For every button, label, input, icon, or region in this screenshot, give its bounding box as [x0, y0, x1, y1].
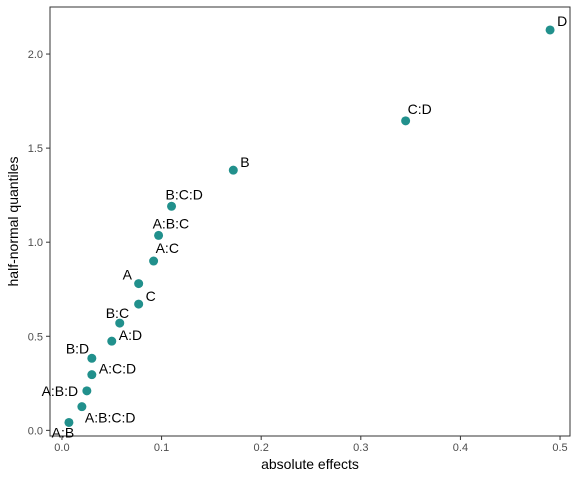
y-axis: 0.0 0.5 1.0 1.5 2.0	[28, 49, 50, 437]
data-point	[115, 318, 125, 328]
x-tick-label: 0.5	[552, 442, 567, 454]
data-point	[77, 402, 87, 412]
data-point	[228, 165, 238, 175]
y-tick-label: 0.0	[28, 425, 43, 437]
point-label: C:D	[408, 101, 432, 117]
point-label: A:C	[156, 240, 179, 256]
y-tick-label: 2.0	[28, 49, 43, 61]
point-label: B:C:D	[166, 186, 203, 202]
y-tick-label: 0.5	[28, 331, 43, 343]
data-point	[82, 386, 92, 396]
y-tick-label: 1.5	[28, 143, 43, 155]
data-point	[149, 256, 159, 266]
x-tick-label: 0.3	[353, 442, 368, 454]
point-label: A:C:D	[99, 361, 136, 377]
point-label: B:D	[66, 340, 89, 356]
data-point	[64, 417, 74, 427]
data-point	[154, 230, 164, 240]
x-tick-label: 0.4	[453, 442, 468, 454]
point-label: A:B	[52, 424, 75, 440]
x-tick-label: 0.1	[154, 442, 169, 454]
point-label: C	[146, 288, 156, 304]
point-label: A:B:D	[42, 383, 79, 399]
data-point	[134, 299, 144, 309]
x-tick-label: 0.2	[254, 442, 269, 454]
point-label: A:B:C:D	[85, 410, 136, 426]
point-label: A:D	[119, 327, 142, 343]
y-tick-label: 1.0	[28, 237, 43, 249]
point-label: D	[557, 13, 567, 29]
data-point	[545, 25, 555, 35]
data-point	[134, 279, 144, 289]
data-point	[401, 116, 411, 126]
y-axis-title: half-normal quantiles	[5, 157, 21, 287]
panel-border	[49, 6, 571, 437]
x-tick-label: 0.0	[54, 442, 69, 454]
point-label: A	[123, 267, 133, 283]
data-points	[64, 25, 555, 427]
point-label: B:C	[106, 305, 129, 321]
point-label: B	[240, 154, 249, 170]
data-point	[87, 370, 97, 380]
x-axis-title: absolute effects	[261, 456, 359, 472]
data-point	[87, 353, 97, 363]
point-label: A:B:C	[153, 215, 190, 231]
data-point	[167, 201, 177, 211]
x-axis: 0.0 0.1 0.2 0.3 0.4 0.5	[54, 436, 568, 454]
point-labels: A:B A:B:C:D A:B:D A:C:D B:D A:D B:C CA A:C A:B:C B…	[42, 13, 568, 440]
data-point	[107, 336, 117, 346]
